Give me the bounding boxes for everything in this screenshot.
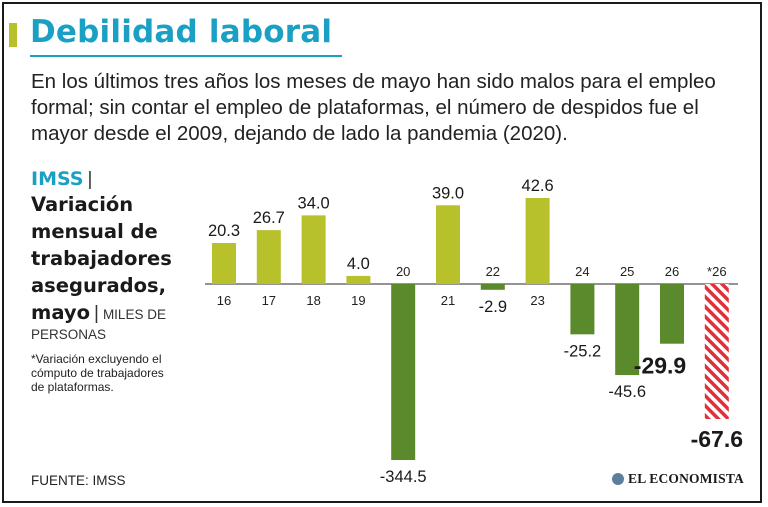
bar-18 [301,215,326,284]
title-underline [30,55,342,57]
tick-label: 19 [351,293,365,308]
tick-label: 20 [396,264,410,279]
bar-22 [480,284,505,290]
tick-label: 26 [665,264,679,279]
data-label: 39.0 [432,184,464,202]
separator: | [94,303,99,324]
units-label: MILES DE PERSONAS [31,307,166,342]
data-label: -2.9 [479,298,507,316]
tick-label: 25 [620,264,634,279]
data-label: -45.6 [608,383,646,401]
bar-16 [212,243,236,284]
data-label: -344.5 [380,468,427,486]
source-label: IMSS [31,168,84,190]
tick-label: 22 [486,264,500,279]
tick-label: 16 [217,293,231,308]
tick-label: *26 [707,264,727,279]
bar-19 [346,275,371,284]
tick-label: 21 [441,293,455,308]
infographic-frame [2,2,762,503]
data-label: -29.9 [634,353,686,379]
tick-label: 24 [575,264,589,279]
brand-logo: EL ECONOMISTA [612,471,744,487]
brand-name: EL ECONOMISTA [628,471,744,486]
bar-21 [436,205,460,284]
bar-17 [256,230,281,284]
bar-star-26 [704,284,729,419]
tick-label: 17 [262,293,276,308]
bar-24 [570,284,595,335]
brand-mark-icon [612,473,624,485]
tick-label: 18 [306,293,320,308]
chart-description: En los últimos tres años los meses de ma… [31,70,716,145]
bar-20 [391,284,416,460]
data-label: 20.3 [208,222,240,240]
data-label: 26.7 [253,209,285,227]
bar-23 [525,198,550,284]
source-footer: FUENTE: IMSS [31,473,126,488]
bar-25 [615,284,640,376]
data-label: -67.6 [691,426,743,452]
tick-label: 23 [530,293,544,308]
page-title: Debilidad laboral [30,14,333,50]
data-label: 34.0 [298,194,330,212]
separator: | [87,169,93,190]
bar-26 [660,284,684,344]
data-label: 42.6 [522,177,554,195]
title-accent-bar [9,23,17,47]
data-label: 4.0 [347,255,370,273]
data-label: -25.2 [564,342,602,360]
footnote: *Variación excluyendo el cómputo de trab… [31,352,164,394]
chart-subtitle: Variación mensual de trabajadores asegur… [31,193,172,324]
chart-sidebar: IMSS | Variación mensual de trabajadores… [31,168,196,394]
